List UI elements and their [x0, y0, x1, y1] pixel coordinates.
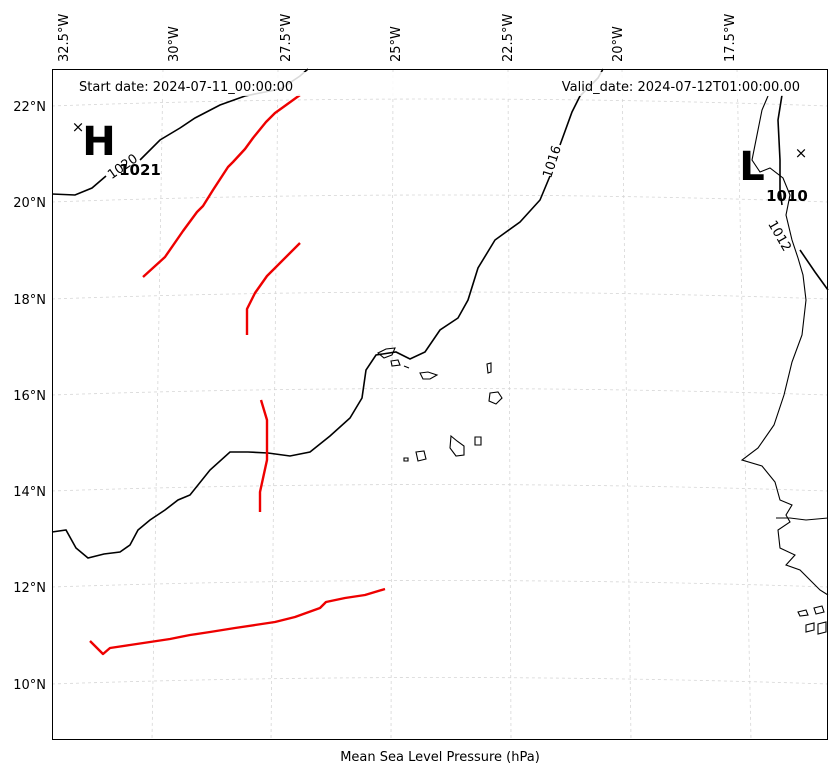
grid-lon-20w [621, 68, 632, 741]
lat-label-10n: 10°N [13, 678, 46, 693]
island-santiago [449, 434, 465, 457]
island-bissagos-2 [805, 622, 815, 633]
island-maio [474, 436, 482, 446]
lon-label-20w: 20°W [611, 26, 626, 62]
grid-lon-30w [151, 68, 164, 741]
coast-africa-south [776, 517, 829, 521]
island-santa-luzia [403, 365, 410, 369]
grid-lat-16n [51, 388, 829, 396]
island-bissagos-3 [813, 605, 825, 615]
front-north [142, 94, 301, 278]
low-pressure-center: × L 1010 [739, 144, 808, 205]
island-bissagos-4 [817, 621, 827, 635]
low-marker-icon: × [795, 144, 808, 162]
high-marker-icon: × [72, 118, 85, 136]
longitude-labels: 32.5°W 30°W 27.5°W 25°W 22.5°W 20°W 17.5… [57, 14, 738, 62]
island-brava [403, 457, 409, 462]
lon-label-27-5w: 27.5°W [279, 14, 294, 62]
island-santo-antao [377, 347, 396, 359]
high-pressure-center: × H 1021 [72, 118, 161, 179]
header-backdrop [53, 72, 827, 96]
lat-label-12n: 12°N [13, 581, 46, 596]
isobars [51, 68, 829, 559]
island-bissagos-1 [797, 609, 809, 617]
grid-lat-14n [51, 484, 829, 492]
high-symbol: H [82, 119, 115, 165]
island-sal [486, 362, 492, 374]
island-sao-nicolau [419, 371, 439, 380]
contour-label-1012: 1012 [764, 218, 794, 254]
grid-lon-17-5w [736, 68, 752, 741]
lat-label-18n: 18°N [13, 293, 46, 308]
isobar-1012 [777, 94, 829, 291]
grid-lon-25w [390, 68, 394, 741]
front-bottom [89, 587, 386, 656]
contour-label-1016: 1016 [540, 144, 564, 180]
x-axis-label: Mean Sea Level Pressure (hPa) [340, 750, 540, 765]
valid-date: Valid_date: 2024-07-12T01:00:00.00 [562, 80, 800, 95]
low-value: 1010 [766, 187, 808, 205]
graticule [51, 68, 829, 741]
grid-lat-12n [51, 580, 829, 588]
map-frame [52, 69, 828, 740]
front-south [258, 399, 269, 512]
coast-africa [740, 95, 829, 596]
island-fogo [415, 450, 427, 462]
coastlines [377, 95, 829, 635]
lon-label-22-5w: 22.5°W [501, 14, 516, 62]
front-mid [245, 242, 301, 335]
high-value: 1021 [119, 161, 161, 179]
grid-lat-20n [51, 194, 829, 203]
start-date: Start date: 2024-07-11_00:00:00 [79, 80, 293, 95]
grid-lat-10n [51, 677, 829, 685]
grid-lat-18n [51, 291, 829, 300]
lat-label-16n: 16°N [13, 389, 46, 404]
lon-label-32-5w: 32.5°W [57, 14, 72, 62]
lat-label-14n: 14°N [13, 485, 46, 500]
grid-lon-27-5w [270, 68, 279, 741]
lon-label-17-5w: 17.5°W [723, 14, 738, 62]
lat-label-22n: 22°N [13, 100, 46, 115]
low-symbol: L [739, 144, 765, 190]
lon-label-30w: 30°W [167, 26, 182, 62]
grid-lon-22-5w [507, 68, 512, 741]
island-boa-vista [488, 391, 503, 405]
fronts [89, 94, 386, 656]
grid-lat-22n [51, 98, 829, 107]
lon-label-25w: 25°W [389, 26, 404, 62]
island-sao-vicente [390, 359, 401, 367]
lat-label-20n: 20°N [13, 196, 46, 211]
latitude-labels: 22°N 20°N 18°N 16°N 14°N 12°N 10°N [13, 100, 46, 693]
